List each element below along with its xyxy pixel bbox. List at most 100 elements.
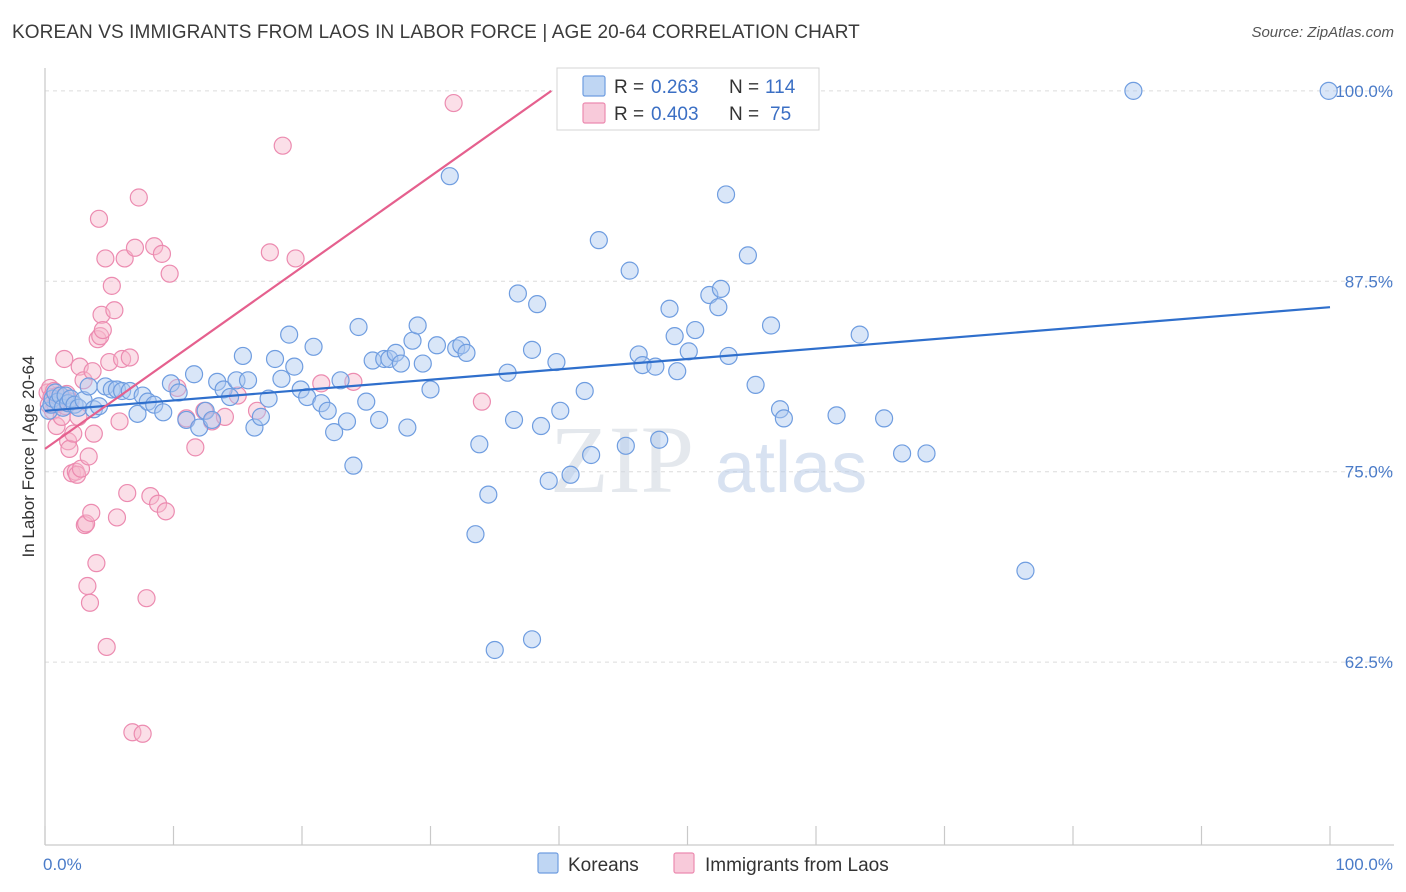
koreans-point-98	[668, 362, 687, 381]
laos-point-21	[66, 462, 85, 481]
laos-point-30	[79, 447, 98, 466]
laos-point-44	[102, 276, 121, 295]
laos-point-51	[120, 348, 139, 367]
koreans-point-56	[357, 392, 376, 411]
koreans-point-101	[700, 285, 719, 305]
y-tick-label-1: 87.5%	[1345, 272, 1393, 291]
chart-title: KOREAN VS IMMIGRANTS FROM LAOS IN LABOR …	[12, 22, 860, 43]
watermark-atlas: atlas	[715, 428, 867, 508]
koreans-point-116	[1016, 561, 1035, 580]
koreans-point-104	[716, 185, 736, 204]
laos-point-34	[84, 424, 103, 443]
koreans-point-63	[398, 418, 417, 437]
koreans-point-21	[128, 404, 147, 423]
koreans-point-39	[245, 418, 264, 437]
koreans-point-80	[522, 340, 542, 359]
koreans-point-118	[1319, 81, 1338, 100]
y-tick-label-0: 100.0%	[1335, 82, 1393, 101]
laos-point-72	[273, 136, 292, 155]
koreans-point-44	[280, 325, 299, 344]
laos-point-17	[60, 439, 79, 458]
koreans-point-49	[312, 394, 331, 413]
laos-point-58	[145, 237, 164, 256]
legend-n-value-2: 75	[770, 104, 791, 125]
koreans-point-48	[304, 337, 323, 356]
koreans-point-111	[827, 406, 846, 425]
legend-r-label-1: R =	[614, 77, 644, 98]
koreans-point-29	[184, 365, 204, 384]
koreans-point-96	[660, 299, 679, 318]
legend-swatch-laos	[582, 102, 606, 124]
y-tick-labels: 100.0% 87.5% 75.0% 62.5%	[1335, 82, 1393, 672]
laos-point-62	[160, 264, 179, 283]
koreans-point-100	[686, 320, 705, 340]
koreans-point-58	[370, 410, 389, 430]
koreans-point-103	[711, 279, 731, 299]
series-legend-koreans: Koreans	[568, 855, 639, 876]
koreans-point-13	[79, 377, 98, 396]
koreans-point-55	[349, 317, 368, 337]
source-label: Source: ZipAtlas.com	[1251, 24, 1394, 41]
koreans-point-32	[202, 410, 222, 430]
series-legend-swatch-koreans	[537, 852, 559, 874]
laos-point-7	[47, 416, 66, 436]
koreans-point-66	[413, 354, 432, 373]
koreans-point-62	[391, 354, 411, 373]
laos-point-65	[186, 438, 205, 457]
laos-point-55	[133, 724, 152, 743]
trend-lines	[44, 89, 1331, 450]
koreans-point-64	[403, 331, 422, 350]
laos-point-71	[260, 243, 279, 262]
koreans-point-43	[272, 369, 291, 388]
legend-swatch-koreans	[582, 75, 606, 97]
koreans-point-112	[850, 325, 869, 344]
koreans-point-31	[196, 401, 215, 420]
laos-point-33	[83, 362, 102, 381]
koreans-point-68	[427, 336, 447, 355]
koreans-point-38	[238, 371, 258, 390]
y-tick-label-3: 62.5%	[1345, 653, 1393, 672]
laos-point-61	[156, 502, 175, 521]
trend-line-laos	[44, 89, 552, 450]
koreans-point-119	[522, 630, 542, 649]
legend-n-label-1: N =	[729, 77, 759, 98]
laos-point-50	[118, 483, 137, 503]
legend-r-value-1: 0.263	[651, 77, 699, 98]
laos-point-46	[107, 508, 127, 527]
laos-point-60	[152, 244, 172, 263]
x-tick-labels: 0.0% 100.0%	[43, 855, 1393, 874]
laos-point-47	[110, 412, 129, 431]
x-tick-label-0: 0.0%	[43, 855, 82, 874]
koreans-point-19	[112, 381, 132, 401]
stats-legend: R = 0.263 N = 114 R = 0.403 N = 75	[556, 67, 820, 131]
laos-point-37	[89, 209, 109, 228]
koreans-point-97	[665, 327, 684, 346]
koreans-point-34	[214, 380, 233, 399]
y-axis-label: In Labor Force | Age 20-64	[19, 356, 38, 558]
koreans-point-65	[408, 316, 427, 335]
koreans-point-50	[318, 401, 337, 420]
koreans-point-78	[504, 410, 524, 430]
laos-point-73	[286, 249, 305, 268]
koreans-point-113	[875, 409, 894, 428]
koreans-point-117	[1124, 81, 1143, 100]
koreans-point-109	[770, 400, 790, 419]
laos-point-48	[112, 349, 132, 369]
laos-point-76	[444, 93, 463, 113]
koreans-point-91	[620, 261, 639, 280]
laos-point-13	[55, 349, 74, 369]
laos-point-35	[87, 554, 106, 573]
laos-point-28	[77, 514, 96, 533]
legend-r-label-2: R =	[614, 104, 644, 125]
series-legend: Koreans Immigrants from Laos	[537, 852, 889, 876]
koreans-point-86	[561, 465, 580, 484]
watermark: ZIP atlas	[550, 406, 867, 513]
trend-line-koreans	[44, 306, 1331, 412]
laos-point-32	[82, 503, 101, 522]
koreans-point-42	[265, 349, 285, 369]
koreans-point-79	[508, 284, 527, 303]
koreans-point-108	[761, 316, 781, 335]
laos-point-41	[96, 249, 115, 268]
laos-point-29	[78, 576, 97, 596]
